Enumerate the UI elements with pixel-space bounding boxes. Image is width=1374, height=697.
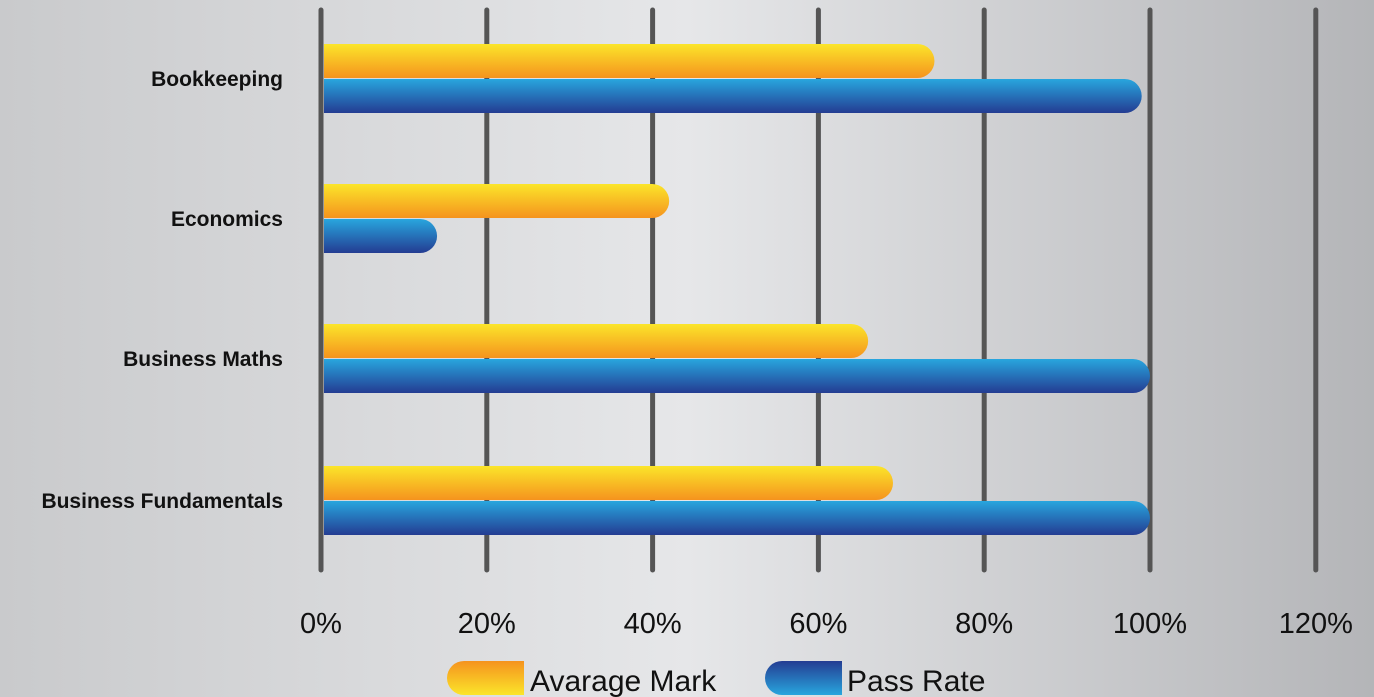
bars [324, 44, 1150, 535]
legend-swatch-avarage-mark [447, 661, 524, 695]
x-tick-label-5: 100% [1113, 608, 1187, 640]
legend-swatch-pass-rate [765, 661, 842, 695]
legend: Avarage Mark Pass Rate [447, 661, 985, 697]
legend-label-avarage-mark: Avarage Mark [530, 665, 717, 697]
bar-avarage-mark-3 [324, 466, 894, 500]
category-label-2: Business Maths [123, 348, 283, 371]
category-label-0: Bookkeeping [151, 68, 283, 91]
bar-pass-rate-0 [324, 79, 1142, 113]
x-tick-label-1: 20% [458, 608, 516, 640]
bar-avarage-mark-1 [324, 184, 670, 218]
bar-pass-rate-1 [324, 219, 438, 253]
bar-avarage-mark-2 [324, 324, 869, 358]
bar-avarage-mark-0 [324, 44, 935, 78]
bar-pass-rate-3 [324, 501, 1150, 535]
category-labels: Bookkeeping Economics Business Maths Busine… [41, 68, 283, 513]
category-label-1: Economics [171, 208, 283, 231]
x-tick-label-4: 80% [955, 608, 1013, 640]
bar-pass-rate-2 [324, 359, 1150, 393]
x-tick-label-6: 120% [1279, 608, 1353, 640]
category-label-3: Business Fundamentals [41, 490, 283, 513]
x-tick-label-2: 40% [624, 608, 682, 640]
x-tick-labels: 0% 20% 40% 60% 80% 100% 120% [300, 608, 1353, 640]
x-tick-label-3: 60% [789, 608, 847, 640]
legend-label-pass-rate: Pass Rate [847, 665, 985, 697]
x-tick-label-0: 0% [300, 608, 342, 640]
